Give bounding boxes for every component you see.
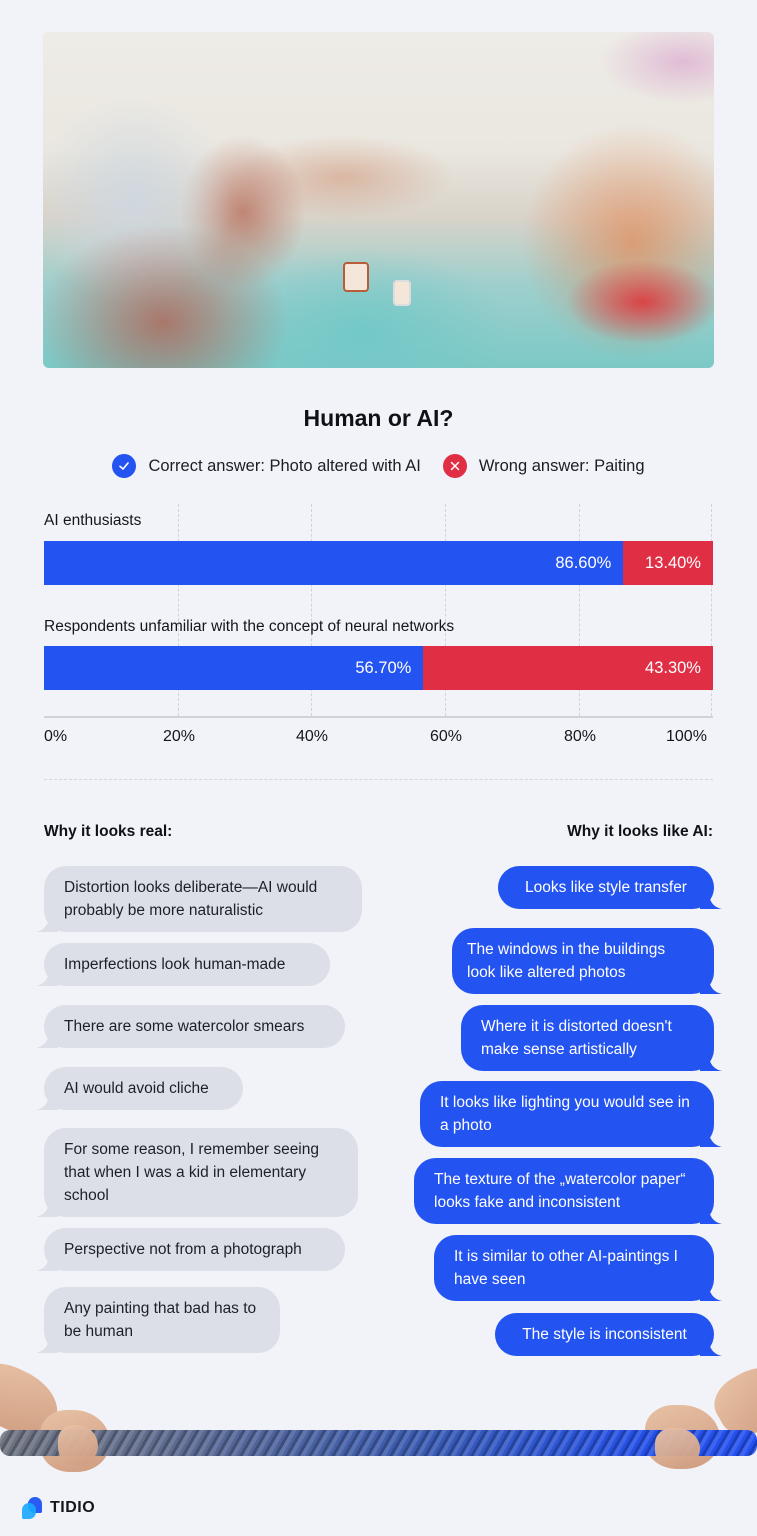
bar-value-correct: 56.70% (355, 658, 412, 677)
bubble-tail-icon (700, 1279, 722, 1301)
bubble-text: Perspective not from a photograph (64, 1241, 302, 1258)
chat-bubble-ai: Looks like style transfer (498, 866, 722, 909)
x-tick: 40% (296, 728, 329, 745)
bar-ai-enthusiasts: 86.60% 13.40% (44, 541, 713, 585)
bubble-tail-icon (700, 887, 722, 909)
chat-bubble-ai: The windows in the buildings look like a… (452, 928, 722, 994)
bar-value-wrong: 13.40% (645, 553, 701, 572)
tidio-logo-icon (22, 1497, 42, 1519)
bubble-text: For some reason, I remember seeing that … (64, 1141, 319, 1204)
check-icon (112, 454, 137, 478)
bar-unfamiliar: 56.70% 43.30% (44, 646, 713, 690)
chat-bubble-ai: It looks like lighting you would see in … (420, 1081, 722, 1147)
gridline-20 (178, 504, 179, 716)
bubble-tail-icon (700, 972, 722, 994)
bubble-tail-icon (700, 1202, 722, 1224)
chart-legend: Correct answer: Photo altered with AI Wr… (0, 454, 757, 478)
x-tick: 0% (44, 728, 68, 745)
right-fingers-illustration (655, 1428, 700, 1468)
legend-item-correct: Correct answer: Photo altered with AI (112, 454, 421, 478)
bubble-tail-icon (36, 1088, 58, 1110)
chart-title: Human or AI? (303, 405, 454, 431)
chat-bubble-real: There are some watercolor smears (36, 1005, 345, 1048)
bar-segment-wrong: 43.30% (423, 646, 713, 690)
section-divider (44, 779, 713, 780)
bubble-tail-icon (36, 964, 58, 986)
legend-label-wrong: Wrong answer: Paiting (478, 456, 645, 475)
bubble-tail-icon (36, 1195, 58, 1217)
chat-bubble-real: AI would avoid cliche (36, 1067, 243, 1110)
bubble-tail-icon (700, 1334, 722, 1356)
chat-bubble-ai: The texture of the „watercolor paper“ lo… (414, 1158, 722, 1224)
hero-painting-image (43, 32, 714, 368)
bar-value-wrong: 43.30% (645, 658, 701, 677)
chat-bubble-ai: It is similar to other AI-paintings I ha… (434, 1235, 722, 1301)
bubble-text: Distortion looks deliberate—AI would pro… (64, 879, 318, 919)
left-fingers-illustration (58, 1425, 98, 1465)
chat-bubble-real: Imperfections look human-made (36, 943, 330, 986)
bar-segment-correct: 56.70% (44, 646, 424, 690)
bubble-text: Where it is distorted doesn't make sense… (481, 1018, 672, 1058)
gridline-80 (579, 504, 580, 716)
gridline-40 (311, 504, 312, 716)
x-axis-line (44, 716, 713, 718)
chat-bubble-real: Distortion looks deliberate—AI would pro… (36, 866, 362, 932)
chat-bubble-real: For some reason, I remember seeing that … (36, 1128, 358, 1217)
chat-bubble-real: Perspective not from a photograph (36, 1228, 345, 1271)
boat-shape (393, 280, 411, 306)
bubble-tail-icon (36, 1026, 58, 1048)
bubble-text: There are some watercolor smears (64, 1018, 305, 1035)
bubble-text: Imperfections look human-made (64, 956, 286, 973)
chat-bubble-ai: The style is inconsistent (495, 1313, 722, 1356)
x-tick: 100% (666, 728, 707, 745)
x-icon (442, 454, 467, 478)
bubble-tail-icon (36, 1331, 58, 1353)
chat-bubble-ai: Where it is distorted doesn't make sense… (461, 1005, 722, 1071)
rope-illustration (0, 1430, 757, 1456)
bubble-text: The windows in the buildings look like a… (467, 941, 666, 981)
tidio-logo: TIDIO (22, 1497, 95, 1519)
x-tick: 60% (430, 728, 463, 745)
stacked-bar-chart: AI enthusiasts 86.60% 13.40% Respondents… (44, 500, 713, 760)
bubble-text: It is similar to other AI-paintings I ha… (454, 1248, 678, 1288)
bubble-text: It looks like lighting you would see in … (440, 1094, 690, 1134)
gridline-60 (445, 504, 446, 716)
legend-label-correct: Correct answer: Photo altered with AI (148, 456, 421, 475)
row-label-unfamiliar: Respondents unfamiliar with the concept … (44, 618, 455, 635)
gridline-100 (711, 504, 712, 716)
bubble-text: AI would avoid cliche (64, 1080, 209, 1097)
legend-item-wrong: Wrong answer: Paiting (442, 454, 645, 478)
brand-name: TIDIO (50, 1499, 96, 1516)
row-label-ai-enthusiasts: AI enthusiasts (44, 512, 142, 529)
bubble-text: The style is inconsistent (522, 1326, 687, 1343)
heading-looks-ai: Why it looks like AI: (567, 823, 713, 840)
bubble-tail-icon (36, 910, 58, 932)
bubble-tail-icon (36, 1249, 58, 1271)
boat-shape (343, 262, 369, 292)
bar-segment-correct: 86.60% (44, 541, 624, 585)
bubble-tail-icon (700, 1125, 722, 1147)
bubble-text: Looks like style transfer (525, 879, 687, 896)
bubble-text: The texture of the „watercolor paper“ lo… (434, 1171, 686, 1211)
x-tick: 80% (564, 728, 597, 745)
chat-bubble-real: Any painting that bad has to be human (36, 1287, 280, 1353)
bar-segment-wrong: 13.40% (623, 541, 713, 585)
bar-value-correct: 86.60% (555, 553, 612, 572)
bubble-tail-icon (700, 1049, 722, 1071)
x-tick: 20% (163, 728, 196, 745)
bubble-text: Any painting that bad has to be human (64, 1300, 257, 1340)
heading-looks-real: Why it looks real: (44, 823, 173, 840)
